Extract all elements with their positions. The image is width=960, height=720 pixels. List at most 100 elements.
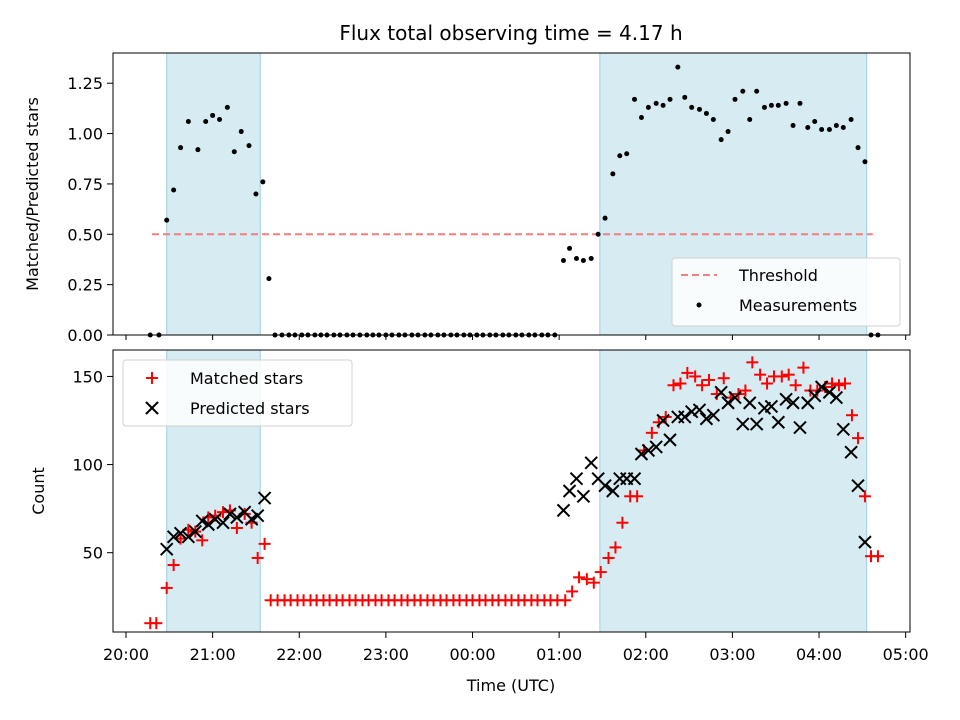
matched-star-marker [167, 559, 180, 572]
predicted-star-marker [663, 433, 677, 447]
x-tick-label: 03:00 [709, 645, 755, 664]
predicted-star-marker [584, 456, 598, 470]
bottom-legend: Matched stars Predicted stars [122, 359, 353, 427]
measurement-point [775, 102, 781, 108]
measurement-point [703, 110, 709, 116]
measurement-point [812, 118, 818, 124]
predicted-star-marker [606, 484, 620, 498]
measurement-point [747, 116, 753, 122]
measurement-point [195, 147, 201, 153]
matched-star-marker [782, 368, 795, 381]
measurement-point [725, 129, 731, 135]
predicted-star-marker [699, 412, 714, 426]
matched-star-marker [616, 516, 629, 529]
predicted-star-marker [195, 514, 209, 528]
legend-matched-label: Matched stars [190, 369, 303, 388]
measurement-point [819, 127, 825, 133]
predicted-star-marker [181, 530, 196, 544]
x-tick-label: 23:00 [363, 645, 409, 664]
predicted-star-marker [244, 512, 259, 526]
y-tick-label: 0.00 [67, 326, 103, 345]
predicted-star-marker [728, 390, 742, 405]
measurement-point [178, 145, 184, 151]
matched-star-marker [710, 388, 723, 401]
predicted-star-marker [836, 422, 851, 437]
bottom-legend-box [122, 359, 353, 427]
matched-star-marker [652, 416, 665, 429]
measurement-point [164, 217, 170, 223]
measurement-point [805, 125, 811, 131]
top-chart-title: Flux total observing time = 4.17 h [339, 21, 682, 45]
measurement-point [588, 255, 594, 261]
matched-star-marker [746, 356, 759, 369]
x-tick-label: 00:00 [449, 645, 495, 664]
predicted-star-marker [829, 390, 844, 405]
matched-star-marker [858, 490, 871, 503]
measurement-point [710, 116, 716, 122]
predicted-star-marker [678, 410, 692, 424]
matched-star-marker [251, 551, 264, 564]
measurement-point [783, 100, 789, 106]
legend-matched-swatch [146, 372, 158, 384]
matched-star-marker [594, 566, 607, 579]
measurement-point [624, 151, 630, 157]
x-tick-label: 01:00 [536, 645, 582, 664]
predicted-star-marker [706, 408, 721, 422]
matched-star-marker [754, 368, 767, 381]
measurement-point [260, 179, 266, 185]
matched-star-marker [674, 377, 687, 390]
measurement-point [653, 100, 659, 106]
predicted-star-marker [743, 396, 757, 410]
predicted-star-marker [786, 396, 800, 410]
matched-star-marker [739, 384, 752, 397]
predicted-star-marker [166, 530, 181, 544]
measurement-point [797, 100, 803, 106]
measurement-point [740, 88, 746, 94]
predicted-star-marker [634, 447, 649, 461]
predicted-star-marker [714, 385, 728, 400]
measurement-point [689, 104, 695, 110]
matched-star-marker [566, 585, 579, 598]
x-tick-label: 05:00 [883, 645, 929, 664]
y-tick-label: 0.50 [67, 225, 103, 244]
y-tick-label: 1.00 [67, 125, 103, 144]
predicted-star-marker [569, 471, 584, 486]
matched-star-marker [559, 594, 572, 607]
y-tick-label: 150 [72, 367, 103, 386]
bottom-x-axis: 20:00 21:00 22:00 23:00 00:00 01:00 02:00 03:00… [103, 632, 929, 664]
matched-star-marker [667, 379, 680, 392]
measurement-point [862, 159, 868, 165]
measurement-point [224, 104, 230, 110]
measurement-point [667, 96, 673, 102]
measurement-point [840, 125, 846, 131]
legend-measurements-label: Measurements [739, 296, 857, 315]
predicted-star-marker [556, 503, 571, 518]
matched-star-marker [602, 551, 615, 564]
measurement-point [833, 123, 839, 129]
measurement-point [266, 276, 272, 282]
matched-star-marker [826, 377, 839, 390]
matched-star-marker [160, 581, 173, 594]
top-legend-box [671, 257, 901, 327]
measurement-point [246, 143, 252, 149]
predicted-star-marker [844, 445, 858, 459]
matched-star-marker [196, 534, 209, 547]
predicted-star-marker [779, 392, 793, 407]
matched-star-marker [587, 576, 600, 589]
measurement-point [826, 127, 832, 133]
predicted-star-marker [649, 440, 663, 454]
y-tick-label: 0.25 [67, 276, 103, 295]
x-tick-label: 21:00 [190, 645, 236, 664]
legend-measurements-swatch [696, 302, 702, 308]
matched-star-marker [645, 426, 658, 439]
y-tick-label: 100 [72, 456, 103, 475]
matched-star-marker [852, 432, 865, 445]
predicted-star-marker [749, 417, 764, 431]
measurement-point [732, 96, 738, 102]
measurement-point [185, 118, 191, 124]
predicted-star-marker [188, 524, 203, 539]
predicted-star-marker [692, 403, 707, 417]
predicted-star-marker [201, 517, 216, 532]
measurement-point [855, 145, 861, 151]
